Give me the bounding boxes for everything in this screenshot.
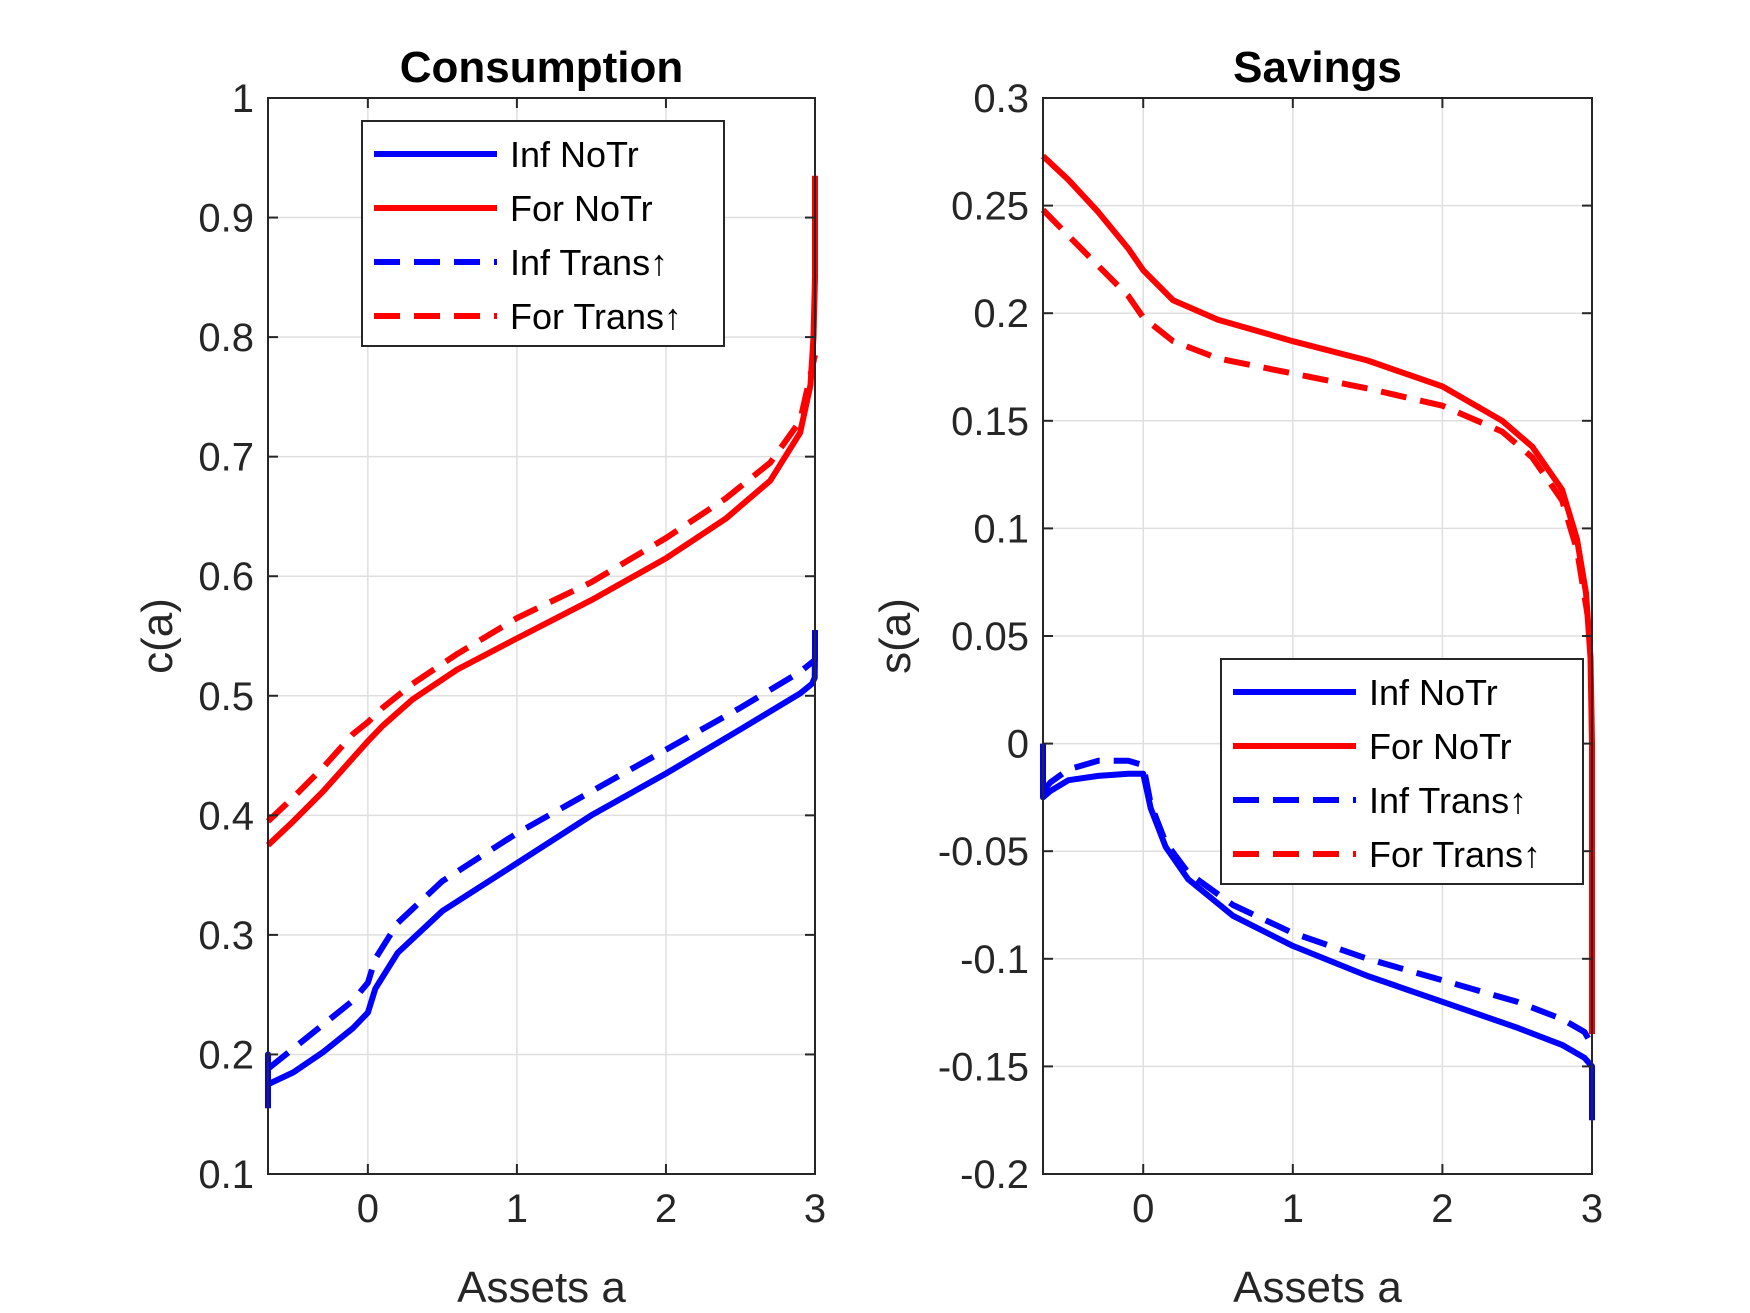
savings-title: Savings (1233, 43, 1402, 92)
consumption-ytick-label: 0.3 (198, 914, 254, 958)
savings-legend-label: For Trans↑ (1369, 834, 1541, 875)
savings-legend-box (1220, 658, 1584, 885)
consumption-panel: 0 1 2 3 0.1 0.2 0.3 0.4 0.5 0.6 0.7 0.8 0.9 1 Consumpt… (133, 43, 826, 1312)
savings-xtick-label: 3 (1581, 1187, 1603, 1231)
consumption-series-for-trans (265, 354, 818, 824)
consumption-legend-label: Inf NoTr (510, 134, 639, 175)
consumption-ylabel: c(a) (133, 598, 182, 674)
savings-ytick-label: 0.15 (951, 400, 1029, 444)
consumption-ytick-label: 0.1 (198, 1153, 254, 1197)
consumption-series-for-notr (265, 175, 818, 848)
savings-ytick-label: 0.1 (973, 507, 1029, 551)
consumption-series-inf-notr (265, 630, 818, 1109)
consumption-legend-box (361, 120, 725, 347)
consumption-ytick-label: 1 (232, 77, 254, 121)
consumption-axes-box (267, 97, 816, 1175)
savings-ytick-label: 0.25 (951, 185, 1029, 229)
consumption-xtick-label: 1 (506, 1187, 528, 1231)
savings-xtick-label: 0 (1132, 1187, 1154, 1231)
consumption-ytick-label: 0.6 (198, 555, 254, 599)
savings-legend-label: Inf Trans↑ (1369, 780, 1527, 821)
savings-ytick-label: -0.2 (960, 1153, 1029, 1197)
consumption-title: Consumption (400, 43, 684, 92)
savings-xlabel: Assets a (1233, 1263, 1402, 1312)
savings-ytick-label: -0.15 (938, 1045, 1029, 1089)
consumption-ytick-label: 0.8 (198, 316, 254, 360)
consumption-xlabel: Assets a (457, 1263, 626, 1312)
savings-ytick-label: 0 (1007, 723, 1029, 767)
savings-xtick-label: 2 (1431, 1187, 1453, 1231)
consumption-legend-label: Inf Trans↑ (510, 242, 668, 283)
consumption-ytick-label: 0.9 (198, 197, 254, 241)
consumption-xtick-label: 0 (357, 1187, 379, 1231)
savings-series-for-trans (1040, 207, 1591, 615)
consumption-xtick-label: 3 (804, 1187, 826, 1231)
consumption-ytick-label: 0.2 (198, 1033, 254, 1077)
savings-series-inf-trans (1040, 757, 1595, 1047)
consumption-xtick-label: 2 (655, 1187, 677, 1231)
savings-ytick-label: -0.1 (960, 938, 1029, 982)
consumption-series-inf-trans (266, 653, 818, 1072)
savings-legend-label: Inf NoTr (1369, 672, 1498, 713)
consumption-ytick-label: 0.5 (198, 675, 254, 719)
savings-legend: Inf NoTr For NoTr Inf Trans↑ For Trans↑ (1220, 658, 1584, 885)
savings-xtick-label: 1 (1282, 1187, 1304, 1231)
consumption-ytick-label: 0.4 (198, 794, 254, 838)
savings-series-inf-notr (1040, 743, 1595, 1121)
savings-ytick-label: 0.3 (973, 77, 1029, 121)
savings-ytick-label: 0.05 (951, 615, 1029, 659)
savings-ytick-label: -0.05 (938, 830, 1029, 874)
consumption-ytick-label: 0.7 (198, 436, 254, 480)
consumption-legend: Inf NoTr For NoTr Inf Trans↑ For Trans↑ (361, 120, 725, 347)
consumption-legend-label: For Trans↑ (510, 296, 682, 337)
savings-ytick-label: 0.2 (973, 292, 1029, 336)
consumption-legend-label: For NoTr (510, 188, 653, 229)
savings-panel: 0 1 2 3 -0.2 -0.15 -0.1 -0.05 0 0.05 0.1 0.15 0.2 0.2… (871, 43, 1603, 1312)
savings-legend-label: For NoTr (1369, 726, 1512, 767)
savings-ylabel: s(a) (871, 598, 920, 674)
